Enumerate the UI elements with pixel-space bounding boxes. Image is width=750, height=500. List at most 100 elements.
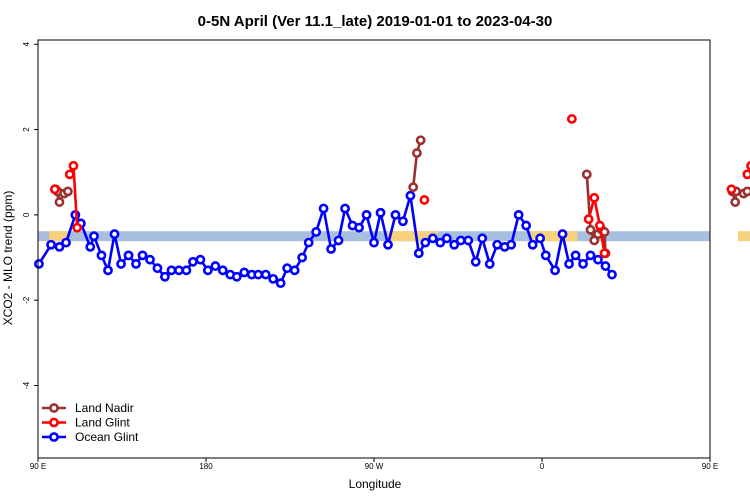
- data-point-ocean-glint: [123, 250, 134, 261]
- x-tick-label: 90 E: [30, 462, 46, 471]
- data-point-ocean-glint: [578, 259, 588, 269]
- data-point-ocean-glint: [463, 235, 474, 246]
- series-land-glint: [49, 114, 750, 259]
- data-point-ocean-glint: [239, 267, 250, 278]
- data-point-ocean-glint: [557, 229, 568, 239]
- legend-item-ocean-glint: Ocean Glint: [42, 430, 139, 444]
- data-point-ocean-glint: [303, 237, 314, 248]
- data-point-ocean-glint: [166, 265, 177, 276]
- data-point-land-glint: [64, 169, 75, 180]
- x-tick-label: 90 E: [702, 462, 718, 471]
- data-point-ocean-glint: [405, 190, 416, 201]
- y-tick-label: 4: [22, 41, 31, 46]
- data-point-ocean-glint: [441, 233, 452, 244]
- data-point-ocean-glint: [174, 265, 184, 276]
- legend-swatch-marker: [49, 403, 59, 413]
- data-point-land-glint: [726, 184, 737, 195]
- data-point-ocean-glint: [484, 259, 495, 269]
- data-point-ocean-glint: [398, 216, 408, 227]
- y-tick-label: 2: [22, 127, 31, 132]
- data-point-land-glint: [419, 195, 430, 205]
- legend-label: Land Glint: [75, 416, 130, 430]
- data-point-ocean-glint: [297, 252, 308, 263]
- data-point-ocean-glint: [455, 235, 466, 246]
- data-point-ocean-glint: [585, 250, 596, 261]
- data-point-land-nadir: [412, 148, 422, 158]
- data-point-land-glint: [566, 114, 577, 124]
- data-point-ocean-glint: [593, 254, 603, 265]
- y-tick-label: -4: [22, 381, 31, 389]
- data-point-ocean-glint: [375, 207, 386, 218]
- y-tick-label: -2: [22, 296, 31, 304]
- data-point-ocean-glint: [195, 254, 206, 265]
- chart-title: 0-5N April (Ver 11.1_late) 2019-01-01 to…: [198, 13, 553, 30]
- band-ocean: [38, 231, 710, 242]
- data-point-land-nadir: [742, 186, 750, 197]
- series-line-land-nadir-2: [411, 139, 422, 188]
- data-point-ocean-glint: [116, 259, 126, 269]
- data-point-ocean-glint: [492, 239, 503, 250]
- data-point-ocean-glint: [103, 265, 113, 276]
- data-point-ocean-glint: [361, 209, 372, 220]
- data-point-land-glint: [68, 160, 79, 171]
- data-point-ocean-glint: [390, 209, 401, 220]
- data-point-ocean-glint: [145, 254, 155, 265]
- data-point-ocean-glint: [217, 265, 228, 276]
- data-point-ocean-glint: [550, 265, 560, 276]
- legend-swatch-marker: [49, 432, 59, 442]
- series-ocean-glint: [34, 190, 617, 289]
- data-point-ocean-glint: [260, 269, 271, 280]
- data-point-ocean-glint: [326, 244, 336, 254]
- band-land-3: [738, 231, 750, 242]
- series-line-land-glint-4: [587, 197, 606, 254]
- band-land-1: [387, 231, 438, 242]
- data-point-land-nadir: [415, 135, 426, 146]
- data-point-ocean-glint: [61, 237, 71, 248]
- x-axis: 90 E 180 90 W 0 90 E: [30, 458, 718, 471]
- x-tick-label: 0: [540, 462, 545, 471]
- data-point-land-nadir: [54, 197, 65, 207]
- data-point-ocean-glint: [427, 233, 438, 244]
- data-point-ocean-glint: [449, 239, 460, 250]
- data-point-ocean-glint: [570, 250, 581, 261]
- data-point-ocean-glint: [160, 271, 170, 282]
- legend-swatch-marker: [49, 417, 59, 428]
- data-point-ocean-glint: [253, 269, 264, 280]
- data-point-ocean-glint: [506, 239, 517, 250]
- data-point-land-nadir: [585, 224, 596, 235]
- data-point-ocean-glint: [109, 229, 120, 239]
- data-point-ocean-glint: [521, 220, 532, 231]
- data-point-ocean-glint: [131, 259, 141, 269]
- data-point-ocean-glint: [527, 239, 538, 250]
- data-point-ocean-glint: [435, 237, 446, 248]
- data-point-ocean-glint: [354, 222, 364, 233]
- legend-item-land-glint: Land Glint: [42, 416, 130, 430]
- x-tick-label: 90 W: [365, 462, 384, 471]
- data-point-ocean-glint: [231, 271, 242, 282]
- data-point-land-glint: [599, 248, 610, 259]
- data-point-ocean-glint: [289, 265, 300, 276]
- data-point-ocean-glint: [600, 261, 611, 271]
- x-tick-label: 180: [199, 462, 213, 471]
- data-point-ocean-glint: [89, 231, 99, 242]
- band-land-2: [530, 231, 578, 242]
- x-axis-label: Longitude: [349, 477, 402, 491]
- data-point-ocean-glint: [275, 278, 286, 289]
- data-point-ocean-glint: [96, 250, 107, 261]
- y-axis-label: XCO2 - MLO trend (ppm): [1, 191, 15, 326]
- background-band: [38, 231, 750, 242]
- data-point-ocean-glint: [340, 203, 350, 214]
- legend-label: Ocean Glint: [75, 430, 139, 444]
- legend-item-land-nadir: Land Nadir: [42, 401, 134, 415]
- data-point-ocean-glint: [54, 241, 65, 252]
- y-axis: 4 2 0 -2 -4: [22, 41, 38, 389]
- data-point-land-glint: [49, 184, 60, 195]
- data-point-land-nadir: [730, 197, 741, 207]
- data-point-ocean-glint: [46, 239, 56, 250]
- data-point-ocean-glint: [268, 273, 279, 284]
- plot-frame: [37, 39, 711, 459]
- data-point-ocean-glint: [210, 261, 221, 271]
- data-point-land-nadir: [62, 186, 73, 197]
- y-tick-label: 0: [22, 212, 31, 217]
